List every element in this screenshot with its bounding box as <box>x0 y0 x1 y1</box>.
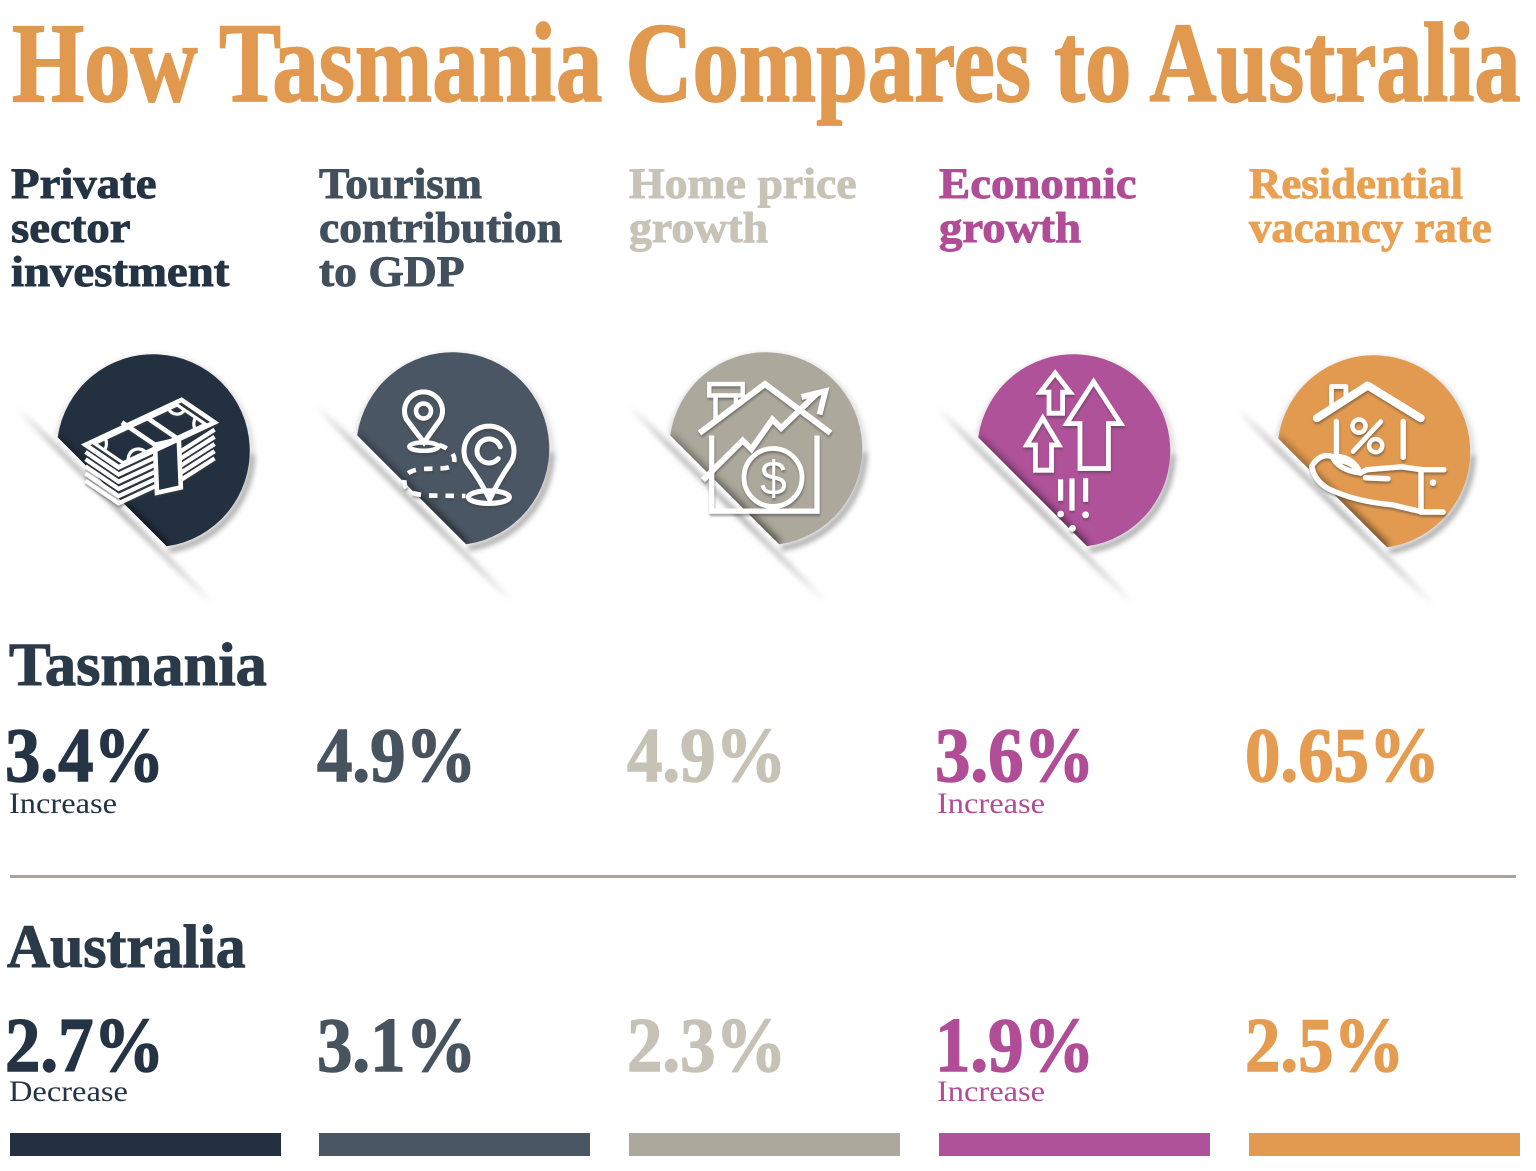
svg-text:$: $ <box>760 453 787 506</box>
